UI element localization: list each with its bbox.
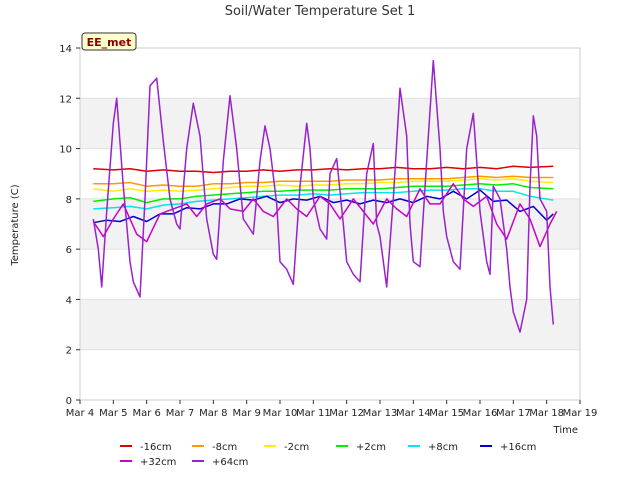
chart-title: Soil/Water Temperature Set 1 xyxy=(225,4,416,19)
axes xyxy=(79,47,581,401)
x-axis-title: Time xyxy=(553,425,578,436)
x-tick-label: Mar 18 xyxy=(529,408,564,419)
legend-label: -8cm xyxy=(212,442,237,453)
legend-label: +32cm xyxy=(140,457,176,468)
legend-label: +16cm xyxy=(500,442,536,453)
y-axis-title: Temperature (C) xyxy=(10,184,21,266)
series-line-1 xyxy=(93,175,554,188)
y-tick-label: 4 xyxy=(66,295,72,306)
legend-label: -16cm xyxy=(140,442,172,453)
x-tick-label: Mar 11 xyxy=(296,408,331,419)
x-tick-label: Mar 13 xyxy=(363,408,398,419)
y-tick-label: 10 xyxy=(59,145,72,156)
x-tick-label: Mar 19 xyxy=(563,408,598,419)
plot-frame xyxy=(79,47,581,401)
x-tick-label: Mar 8 xyxy=(199,408,227,419)
annotation-box: EE_met xyxy=(81,32,137,51)
series-line-5 xyxy=(93,189,554,224)
legend-label: +2cm xyxy=(356,442,386,453)
y-tick-label: 8 xyxy=(66,195,72,206)
series-line-3 xyxy=(93,183,554,204)
x-tick-label: Mar 7 xyxy=(166,408,194,419)
series-line-7 xyxy=(92,59,555,333)
x-tick-label: Mar 4 xyxy=(66,408,94,419)
y-tick-label: 6 xyxy=(66,245,72,256)
legend-label: -2cm xyxy=(284,442,309,453)
legend-label: +8cm xyxy=(428,442,458,453)
x-tick-label: Mar 12 xyxy=(329,408,364,419)
grid-band xyxy=(80,299,580,350)
y-tick-labels: 0 2 4 6 8 10 12 14 xyxy=(59,44,80,407)
series-line-2 xyxy=(93,177,554,193)
x-tick-label: Mar 17 xyxy=(496,408,531,419)
legend: -16cm -8cm -2cm +2cm +8cm +16cm +32cm +64cm xyxy=(120,442,536,468)
grid-band xyxy=(80,98,580,149)
y-tick-label: 12 xyxy=(59,94,72,105)
x-tick-label: Mar 15 xyxy=(429,408,464,419)
y-tick-label: 2 xyxy=(66,346,72,357)
x-tick-label: Mar 16 xyxy=(463,408,498,419)
x-tick-label: Mar 14 xyxy=(396,408,431,419)
x-tick-labels: Mar 4 Mar 5 Mar 6 Mar 7 Mar 8 Mar 9 Mar 10Mar … xyxy=(66,400,598,419)
x-tick-label: Mar 6 xyxy=(132,408,160,419)
legend-label: +64cm xyxy=(212,457,248,468)
x-tick-label: Mar 5 xyxy=(99,408,127,419)
y-tick-label: 0 xyxy=(66,396,72,407)
y-tick-label: 14 xyxy=(59,44,72,55)
series-lines xyxy=(92,59,558,333)
series-line-0 xyxy=(93,165,554,174)
x-tick-label: Mar 10 xyxy=(263,408,298,419)
x-tick-label: Mar 9 xyxy=(232,408,260,419)
annotation-label: EE_met xyxy=(87,36,132,49)
